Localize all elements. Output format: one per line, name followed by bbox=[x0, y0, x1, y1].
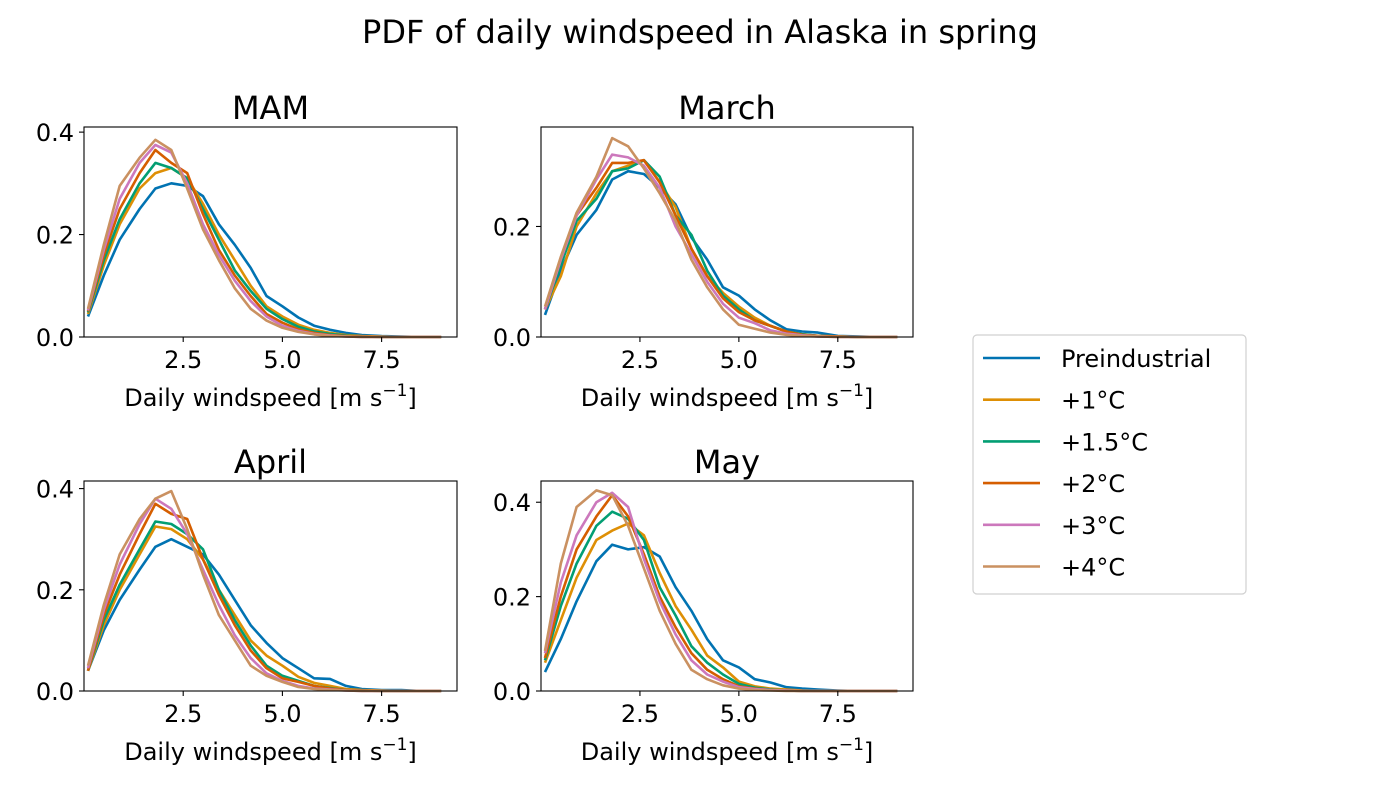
subplot-title: May bbox=[694, 443, 760, 481]
series-line-6 bbox=[543, 489, 898, 693]
series-line-4 bbox=[86, 148, 442, 339]
axes-frame bbox=[540, 126, 914, 338]
subplot-mam: MAM 2.5 5.0 7.5 0.0 0.2 0.4 Daily windspeed [m … bbox=[36, 89, 458, 412]
legend-label: Preindustrial bbox=[1061, 345, 1211, 373]
y-tick-label: 0.4 bbox=[493, 489, 531, 517]
legend-entry: +4°C bbox=[983, 554, 1125, 582]
series-line-1 bbox=[543, 169, 898, 339]
series-line-1 bbox=[543, 543, 898, 693]
legend-entry: +3°C bbox=[983, 512, 1125, 540]
y-tick-label: 0.0 bbox=[36, 678, 74, 706]
x-tick-label: 7.5 bbox=[363, 700, 401, 728]
x-tick-label: 7.5 bbox=[363, 346, 401, 374]
subplot-may: May 2.5 5.0 7.5 0.0 0.2 0.4 Daily windspeed [m … bbox=[493, 443, 914, 766]
series-line-5 bbox=[543, 491, 898, 693]
axes-frame bbox=[83, 126, 458, 338]
x-tick-label: 2.5 bbox=[164, 700, 202, 728]
legend-entry: +2°C bbox=[983, 470, 1125, 498]
y-tick-label: 0.2 bbox=[36, 577, 74, 605]
subplot-title: March bbox=[678, 89, 776, 127]
x-axis-label: Daily windspeed [m s−1] bbox=[581, 381, 874, 412]
subplot-march: March 2.5 5.0 7.5 0.0 0.2 Daily windspeed [m s… bbox=[493, 89, 914, 412]
series-line-6 bbox=[543, 136, 898, 339]
x-tick-label: 7.5 bbox=[819, 700, 857, 728]
legend-label: +1°C bbox=[1061, 387, 1125, 415]
legend-label: +4°C bbox=[1061, 554, 1125, 582]
y-tick-label: 0.2 bbox=[36, 222, 74, 250]
y-tick-label: 0.0 bbox=[493, 678, 531, 706]
x-tick-label: 5.0 bbox=[263, 346, 301, 374]
legend-entry: +1°C bbox=[983, 387, 1125, 415]
x-tick-label: 2.5 bbox=[621, 700, 659, 728]
series-line-1 bbox=[86, 537, 442, 693]
y-tick-label: 0.0 bbox=[493, 324, 531, 352]
legend-entry: Preindustrial bbox=[983, 345, 1211, 373]
series-line-5 bbox=[543, 153, 898, 339]
y-tick-label: 0.0 bbox=[36, 324, 74, 352]
y-tick-label: 0.4 bbox=[36, 119, 74, 147]
legend-label: +1.5°C bbox=[1061, 428, 1148, 456]
subplots-container: MAM 2.5 5.0 7.5 0.0 0.2 0.4 Daily windspeed [m … bbox=[36, 89, 914, 766]
axes-frame bbox=[540, 480, 914, 692]
x-axis-label: Daily windspeed [m s−1] bbox=[581, 735, 874, 766]
series-line-2 bbox=[543, 522, 898, 693]
legend: Preindustrial +1°C +1.5°C +2°C +3°C +4°C bbox=[972, 334, 1247, 595]
x-tick-label: 5.0 bbox=[720, 700, 758, 728]
x-tick-label: 2.5 bbox=[164, 346, 202, 374]
subplot-april: April 2.5 5.0 7.5 0.0 0.2 0.4 Daily windspeed [… bbox=[36, 443, 458, 766]
x-tick-label: 5.0 bbox=[720, 346, 758, 374]
series-line-4 bbox=[543, 158, 898, 339]
x-axis-label: Daily windspeed [m s−1] bbox=[124, 381, 417, 412]
subplot-title: April bbox=[234, 443, 307, 481]
figure-suptitle: PDF of daily windspeed in Alaska in spri… bbox=[362, 13, 1038, 51]
y-tick-label: 0.2 bbox=[493, 213, 531, 241]
legend-label: +2°C bbox=[1061, 470, 1125, 498]
subplot-title: MAM bbox=[232, 89, 309, 127]
y-tick-label: 0.2 bbox=[493, 584, 531, 612]
x-axis-label: Daily windspeed [m s−1] bbox=[124, 735, 417, 766]
legend-box bbox=[972, 334, 1247, 595]
legend-label: +3°C bbox=[1061, 512, 1125, 540]
legend-entry: +1.5°C bbox=[983, 428, 1148, 456]
axes-frame bbox=[83, 480, 458, 692]
x-tick-label: 5.0 bbox=[263, 700, 301, 728]
y-tick-label: 0.4 bbox=[36, 476, 74, 504]
x-tick-label: 2.5 bbox=[621, 346, 659, 374]
x-tick-label: 7.5 bbox=[819, 346, 857, 374]
